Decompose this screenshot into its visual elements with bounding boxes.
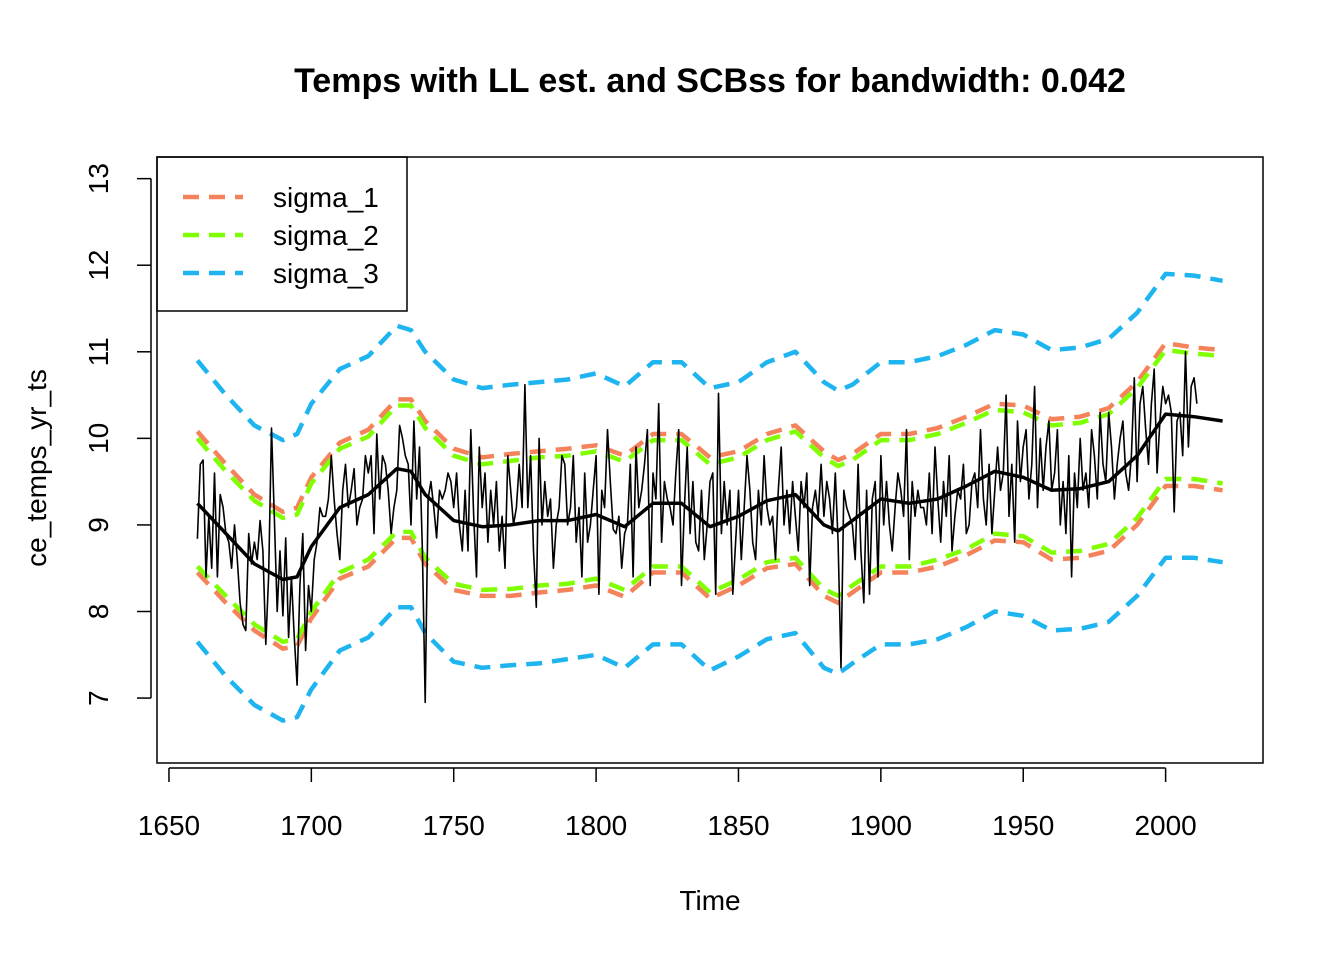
chart-title: Temps with LL est. and SCBss for bandwid… — [294, 62, 1126, 100]
y-tick-label: 13 — [83, 163, 114, 194]
series-ll-estimate-line — [196, 412, 1223, 582]
legend-label-sigma_3: sigma_3 — [273, 258, 379, 289]
x-tick-label: 1750 — [423, 810, 485, 841]
y-axis-label: ce_temps_yr_ts — [21, 369, 52, 567]
x-tick-label: 1700 — [280, 810, 342, 841]
x-tick-label: 1900 — [850, 810, 912, 841]
legend: sigma_1 sigma_2 sigma_3 — [156, 156, 408, 312]
y-tick-label: 8 — [83, 604, 114, 620]
legend-label-sigma_1: sigma_1 — [273, 182, 379, 213]
legend-label-sigma_2: sigma_2 — [273, 220, 379, 251]
y-tick-label: 7 — [83, 690, 114, 706]
x-tick-label: 2000 — [1134, 810, 1196, 841]
series-observed-line — [196, 351, 1198, 704]
y-tick-label: 12 — [83, 250, 114, 281]
plot-frame — [156, 156, 1264, 764]
series-sigma_3-lower — [195, 555, 1223, 723]
x-tick-label: 1950 — [992, 810, 1054, 841]
plot-area — [195, 271, 1224, 723]
x-tick-label: 1800 — [565, 810, 627, 841]
x-axis-label: Time — [679, 885, 740, 916]
y-tick-label: 11 — [83, 337, 114, 366]
y-tick-label: 9 — [83, 517, 114, 533]
x-tick-label: 1850 — [707, 810, 769, 841]
axes: 1650 1700 1750 1800 1850 1900 1950 2000 7 8 9 10 11 1… — [83, 163, 1197, 841]
series-sigma_3-upper — [195, 271, 1224, 443]
x-tick-label: 1650 — [138, 810, 200, 841]
series-sigma_2-upper — [195, 347, 1223, 521]
series-sigma_1-upper — [195, 340, 1223, 515]
y-tick-label: 10 — [83, 423, 114, 454]
